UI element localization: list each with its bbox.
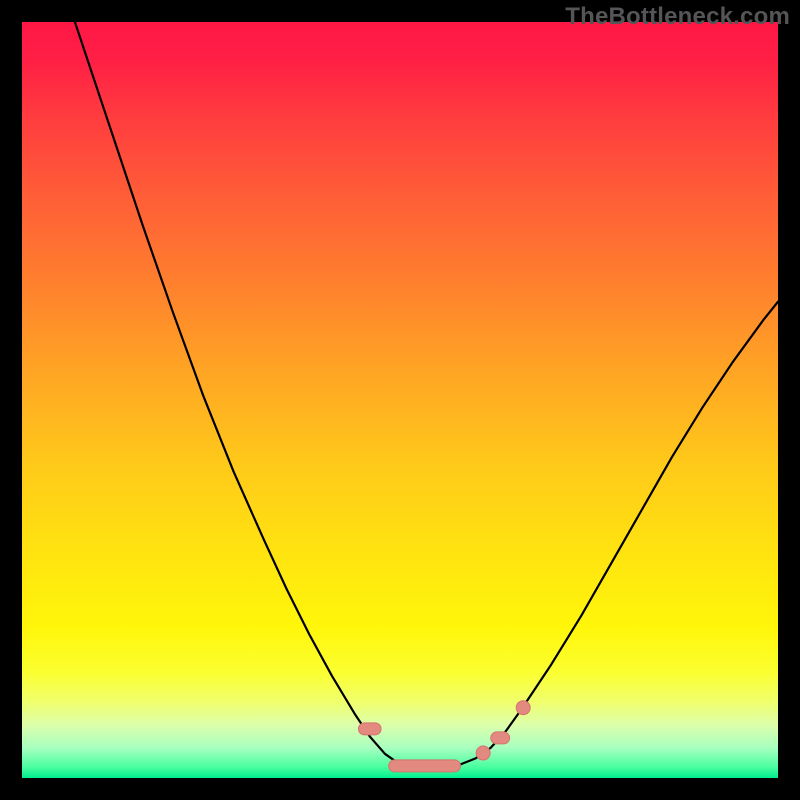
marker-pill <box>389 760 461 772</box>
plot-svg <box>22 22 778 778</box>
marker-dot <box>476 746 490 760</box>
marker-pill <box>491 732 510 744</box>
watermark-text: TheBottleneck.com <box>565 3 790 31</box>
marker-dot <box>516 701 530 715</box>
marker-pill <box>358 723 381 735</box>
chart-stage: TheBottleneck.com <box>0 0 800 800</box>
gradient-background <box>22 22 778 778</box>
plot-area <box>22 22 778 778</box>
